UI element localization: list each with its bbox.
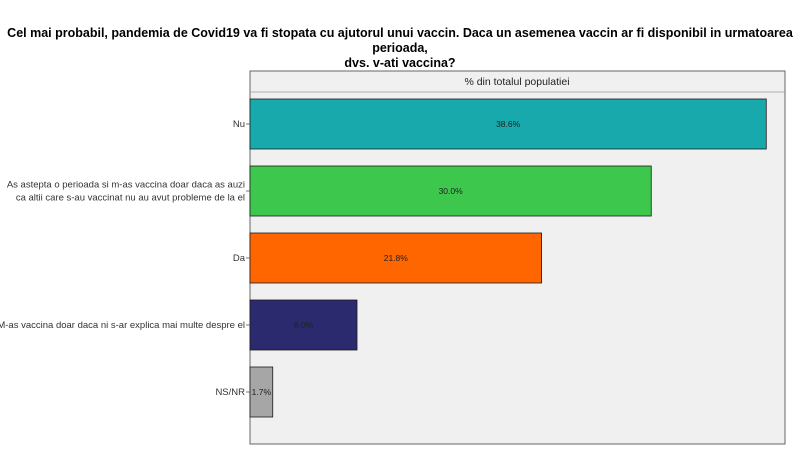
data-label-4: 1.7% bbox=[252, 387, 272, 397]
category-label-3-0: M-as vaccina doar daca ni s-ar explica m… bbox=[0, 320, 245, 331]
chart-subtitle: % din totalul populatiei bbox=[464, 76, 569, 88]
data-label-0: 38.6% bbox=[496, 119, 521, 129]
category-label-0-0: Nu bbox=[233, 119, 245, 130]
chart-title-line-2: dvs. v-ati vaccina? bbox=[344, 56, 456, 70]
bar-3 bbox=[249, 299, 358, 351]
bar-2 bbox=[249, 232, 542, 284]
data-label-2: 21.8% bbox=[384, 253, 409, 263]
category-label-4-0: NS/NR bbox=[215, 387, 245, 398]
chart-title: Cel mai probabil, pandemia de Covid19 va… bbox=[0, 26, 800, 71]
chart-title-line-1: Cel mai probabil, pandemia de Covid19 va… bbox=[7, 26, 793, 55]
category-label-1-0: As astepta o perioada si m-as vaccina do… bbox=[7, 180, 245, 191]
category-label-1-1: ca altii care s-au vaccinat nu au avut p… bbox=[16, 193, 245, 204]
data-label-3: 8.0% bbox=[294, 320, 314, 330]
category-label-2-0: Da bbox=[233, 253, 246, 264]
data-label-1: 30.0% bbox=[439, 186, 464, 196]
bar-1 bbox=[249, 165, 652, 217]
bars-group: 38.6% Nu 30.0% As astepta o perioada si m-a… bbox=[0, 98, 767, 418]
